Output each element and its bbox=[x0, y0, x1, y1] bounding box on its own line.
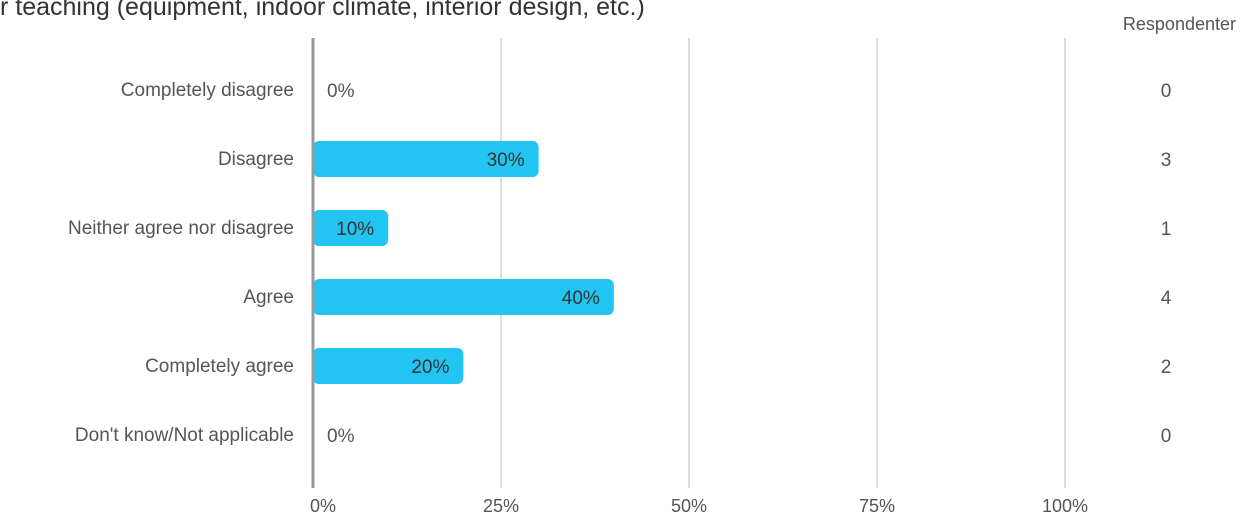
chart-title: r teaching (equipment, indoor climate, i… bbox=[0, 0, 645, 21]
bar bbox=[313, 210, 389, 246]
bar-value-label: 0% bbox=[327, 81, 355, 102]
x-tick-label: 0% bbox=[310, 496, 336, 516]
bar-value-label: 40% bbox=[562, 288, 600, 309]
respondent-count: 2 bbox=[1161, 357, 1172, 378]
respondent-count: 0 bbox=[1161, 426, 1172, 447]
respondent-count: 4 bbox=[1161, 288, 1172, 309]
respondent-count: 0 bbox=[1161, 81, 1172, 102]
category-label: Don't know/Not applicable bbox=[75, 425, 294, 446]
bar-value-label: 20% bbox=[411, 357, 449, 378]
bar-value-label: 0% bbox=[327, 426, 355, 447]
bar bbox=[313, 279, 614, 315]
bar-value-label: 10% bbox=[336, 219, 374, 240]
category-label: Completely disagree bbox=[121, 80, 294, 101]
x-tick-label: 25% bbox=[483, 496, 519, 516]
bar-value-label: 30% bbox=[487, 150, 525, 171]
category-label: Agree bbox=[243, 287, 294, 308]
bar bbox=[313, 141, 539, 177]
x-tick-label: 50% bbox=[671, 496, 707, 516]
bar-layer bbox=[313, 141, 614, 384]
x-tick-label: 100% bbox=[1042, 496, 1088, 516]
label-layer: 0% 25% 50% 75% 100%Completely disagree 0% 0Dis… bbox=[68, 38, 1172, 516]
category-label: Disagree bbox=[218, 149, 294, 170]
category-label: Neither agree nor disagree bbox=[68, 218, 294, 239]
respondents-header: Respondenter bbox=[1122, 14, 1236, 34]
category-label: Completely agree bbox=[145, 356, 294, 377]
respondent-count: 1 bbox=[1161, 219, 1172, 240]
bar bbox=[313, 348, 464, 384]
respondent-count: 3 bbox=[1161, 150, 1172, 171]
x-tick-label: 75% bbox=[859, 496, 895, 516]
grid-layer bbox=[500, 38, 1066, 488]
